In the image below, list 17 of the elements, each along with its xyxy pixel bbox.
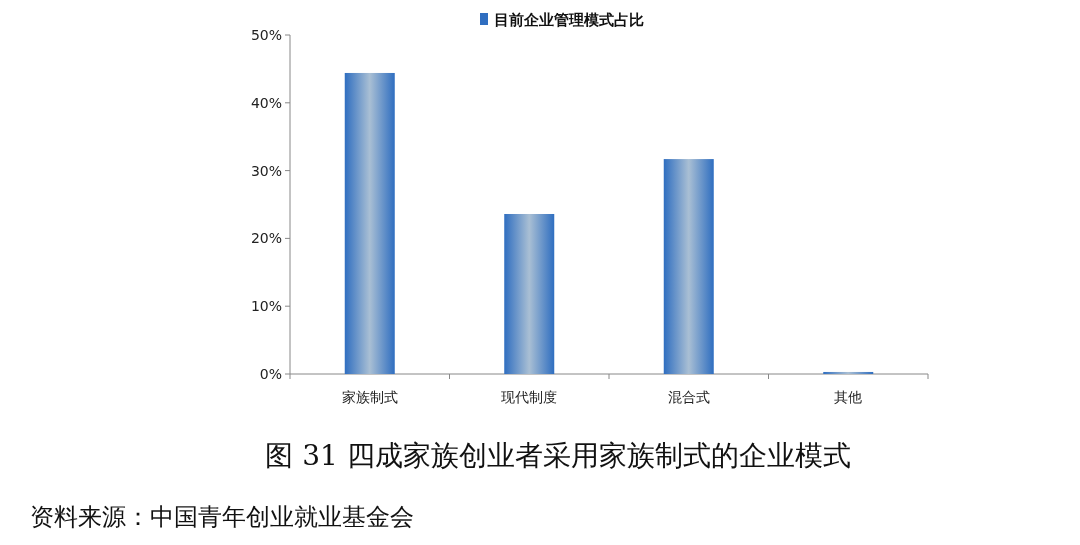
x-tick-label: 其他 (834, 389, 863, 405)
y-tick-label: 50% (250, 27, 282, 43)
x-tick-label: 现代制度 (501, 389, 558, 405)
bar (823, 371, 874, 374)
text: 图 31 四成家族创业者采用家族制式的企业模式 (265, 439, 851, 472)
bar (663, 159, 714, 374)
legend: 目前企业管理模式占比 (480, 11, 644, 29)
y-tick-label: 10% (250, 298, 282, 315)
y-tick-label: 40% (250, 94, 282, 111)
text: 资料来源：中国青年创业就业基金会 (30, 503, 414, 531)
y-tick-label: 20% (250, 230, 282, 247)
x-tick-label: 混合式 (667, 389, 710, 405)
bar (504, 213, 555, 374)
bar (344, 72, 395, 374)
y-tick-label: 30% (250, 162, 282, 179)
x-tick-label: 家族制式 (341, 389, 398, 405)
y-tick-label: 0% (259, 366, 282, 382)
